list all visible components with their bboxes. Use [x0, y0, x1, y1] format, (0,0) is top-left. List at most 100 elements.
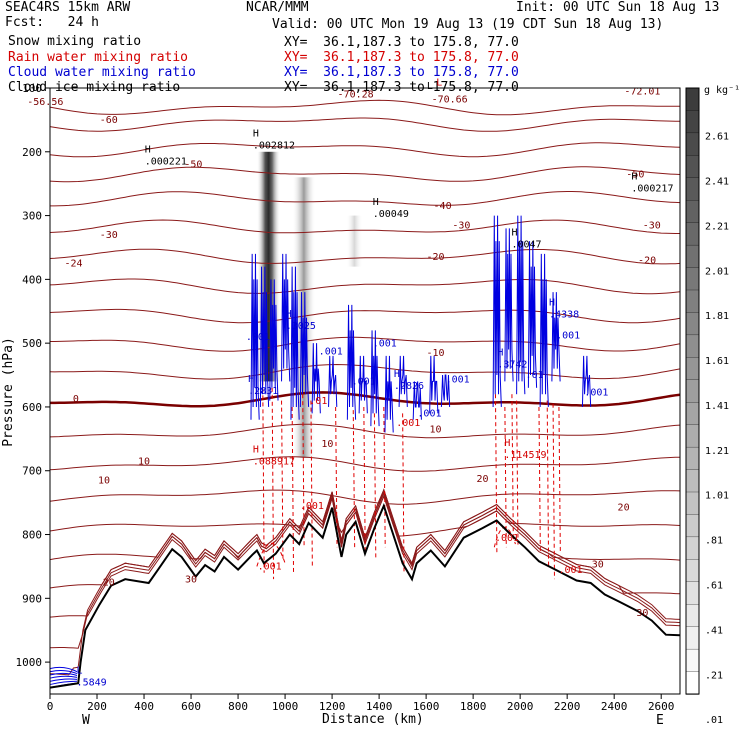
extremum-value: .01	[526, 370, 544, 381]
extremum-value: .114519	[504, 450, 546, 461]
cloud-contour	[527, 241, 538, 388]
y-tick-label: 100	[22, 82, 42, 95]
colorbar-swatch	[685, 514, 700, 538]
extremum-value: .0047	[511, 239, 541, 250]
temperature-label: -60	[100, 115, 118, 126]
cloud-contour	[250, 253, 260, 420]
extremum-symbol: L	[427, 81, 433, 92]
forecast-hour: Fcst: 24 h	[5, 15, 99, 30]
rain-contour	[256, 542, 286, 567]
colorbar-label: 1.01	[705, 491, 729, 502]
colorbar-swatch	[685, 222, 700, 246]
temperature-label: 20	[618, 502, 630, 513]
colorbar-swatch	[685, 357, 700, 381]
cloud-contour	[384, 355, 394, 433]
y-tick-label: 800	[22, 529, 42, 542]
plot-frame	[49, 87, 681, 695]
x-tick-label: 1200	[319, 700, 346, 713]
temperature-label: -20	[426, 252, 444, 263]
colorbar-swatch	[685, 110, 700, 134]
x-tick-label: 2000	[507, 700, 534, 713]
colorbar-label: .81	[705, 536, 723, 547]
x-tick-label: 0	[47, 700, 54, 713]
rain-contour	[383, 406, 386, 548]
colorbar-label: 2.01	[705, 266, 729, 277]
rain-contour	[546, 400, 550, 567]
field-cloudwater-name: Cloud water mixing ratio	[8, 65, 196, 80]
colorbar-swatch	[685, 267, 700, 291]
colorbar-swatch	[685, 200, 700, 224]
colorbar-swatch	[685, 289, 700, 314]
colorbar-swatch	[685, 379, 700, 403]
temperature-label: 30	[592, 560, 604, 571]
extremum-symbol: H	[253, 444, 259, 455]
x-tick-label: 2200	[554, 700, 581, 713]
rain-contour	[552, 403, 555, 580]
extremum-value: .00049	[373, 209, 409, 220]
colorbar-swatch	[685, 312, 700, 336]
cloud-contour	[50, 680, 78, 685]
extremum-symbol: H	[394, 369, 400, 380]
colorbar-label: .21	[705, 670, 723, 681]
extremum-value: .001	[373, 338, 397, 349]
rain-contour	[538, 406, 541, 554]
x-tick-label: 600	[181, 700, 201, 713]
colorbar-swatch	[685, 177, 700, 201]
colorbar-swatch	[685, 469, 700, 493]
cloud-contour	[259, 266, 270, 407]
rain-contour	[558, 406, 561, 554]
colorbar-label: 1.61	[705, 356, 729, 367]
isotherm	[49, 117, 680, 132]
rain-contour	[373, 413, 377, 561]
cloud-contour	[50, 669, 78, 675]
colorbar-label: 1.41	[705, 401, 729, 412]
temperature-label: 20	[477, 474, 489, 485]
extremum-symbol: H	[549, 298, 555, 309]
cloud-contour	[492, 215, 502, 407]
field-snow-xy: XY= 36.1,187.3 to 175.8, 77.0	[284, 35, 519, 50]
colorbar-swatch	[685, 559, 700, 583]
extremum-value: .3742	[497, 359, 527, 370]
extremum-symbol: H	[286, 309, 292, 320]
colorbar-label: .61	[705, 581, 723, 592]
extremum-value: .2826	[394, 381, 424, 392]
cloud-contour	[581, 355, 592, 407]
isotherm	[49, 491, 681, 649]
colorbar-swatch	[685, 244, 700, 269]
colorbar-label: 2.21	[705, 221, 729, 232]
x-tick-label: 800	[228, 700, 248, 713]
extremum-value: .001	[352, 377, 376, 388]
rain-contour	[262, 381, 265, 573]
extremum-value: .000221	[145, 157, 187, 168]
colorbar-unit: g kg⁻¹	[704, 85, 740, 96]
isotherm	[49, 456, 681, 472]
colorbar-label: .41	[705, 625, 723, 636]
cloud-contour	[311, 343, 321, 414]
extremum-symbol: H	[497, 347, 503, 358]
colorbar-swatch	[685, 626, 700, 650]
extremum-value: .001	[558, 565, 582, 576]
temperature-label: 30	[636, 608, 648, 619]
extremum-value: .001	[495, 533, 519, 544]
y-tick-label: 600	[22, 401, 42, 414]
extremum-value: .5849	[77, 678, 107, 689]
isotherm	[49, 142, 681, 158]
colorbar-swatch	[685, 491, 700, 516]
y-tick-label: 500	[22, 337, 42, 350]
x-tick-label: 1600	[413, 700, 440, 713]
temperature-label: -10	[426, 348, 444, 359]
rain-contour	[402, 413, 405, 573]
extremum-symbol: H	[504, 438, 510, 449]
isotherm	[49, 494, 681, 627]
cloud-contour	[50, 666, 78, 673]
extremum-symbol: H	[631, 171, 637, 182]
cloud-contour	[551, 292, 561, 382]
colorbar-label: 2.61	[705, 132, 729, 143]
temperature-label: -50	[184, 160, 202, 171]
field-rain-name: Rain water mixing ratio	[8, 50, 189, 65]
extremum-value: .002812	[253, 141, 295, 152]
temperature-label: 10	[138, 456, 150, 467]
colorbar-swatch	[685, 581, 700, 605]
rain-contour	[516, 400, 519, 548]
colorbar-swatch	[685, 446, 700, 471]
